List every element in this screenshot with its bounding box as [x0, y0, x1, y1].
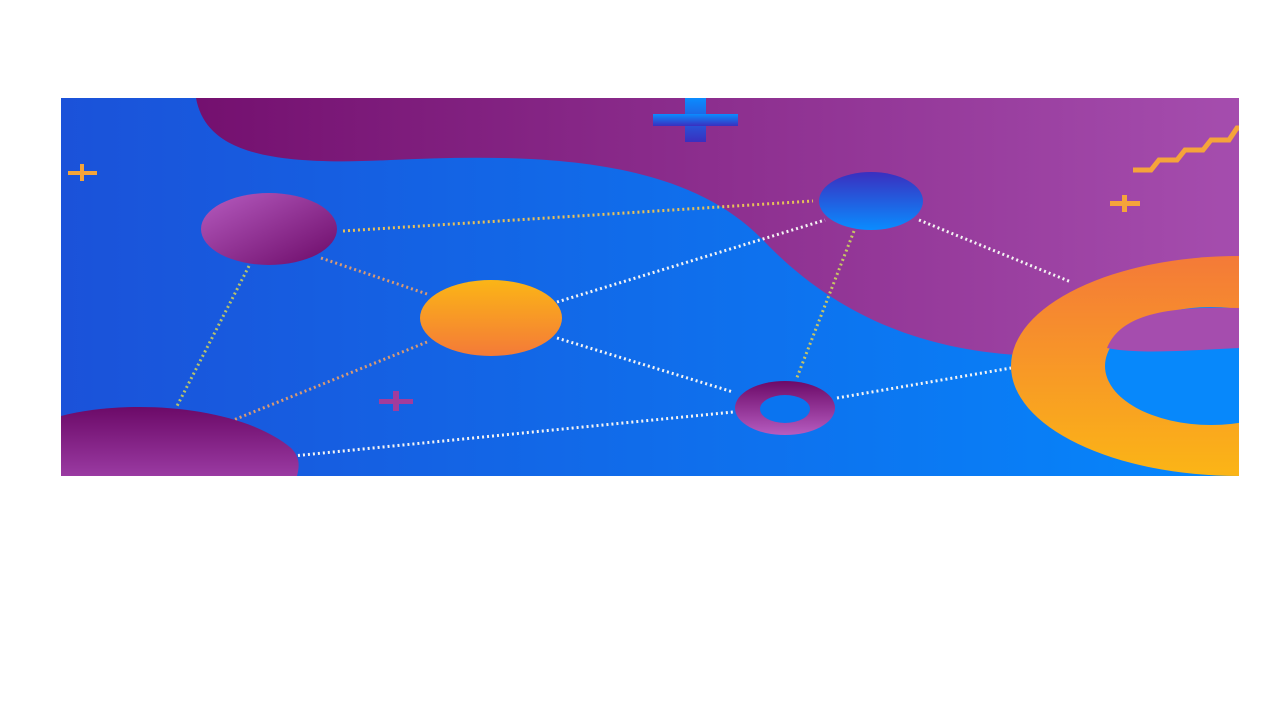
small-plus-icon [379, 391, 413, 411]
network-illustration [61, 98, 1239, 476]
small-plus-icon [1110, 195, 1140, 212]
zigzag-line-icon [1133, 125, 1239, 173]
network-banner-image [61, 98, 1239, 476]
connector-line [342, 199, 814, 233]
orange-ring-shape [1011, 256, 1239, 476]
connector-line [230, 340, 428, 423]
connector-line [292, 410, 734, 458]
small-plus-icon [68, 164, 97, 181]
connector-line [794, 230, 856, 381]
node-orange-sphere [420, 280, 562, 356]
node-purple-ring [735, 381, 835, 435]
purple-wave-shape [196, 98, 1239, 357]
connector-line [174, 265, 251, 409]
node-purple-sphere [201, 193, 337, 265]
purple-half-sphere [61, 406, 299, 476]
connector-line [918, 218, 1072, 284]
dotted-connector-lines [174, 199, 1072, 458]
node-blue-sphere [819, 172, 923, 230]
large-plus-icon [653, 98, 738, 142]
connector-line [556, 336, 734, 394]
connector-line [320, 256, 428, 296]
connector-line [556, 218, 826, 304]
